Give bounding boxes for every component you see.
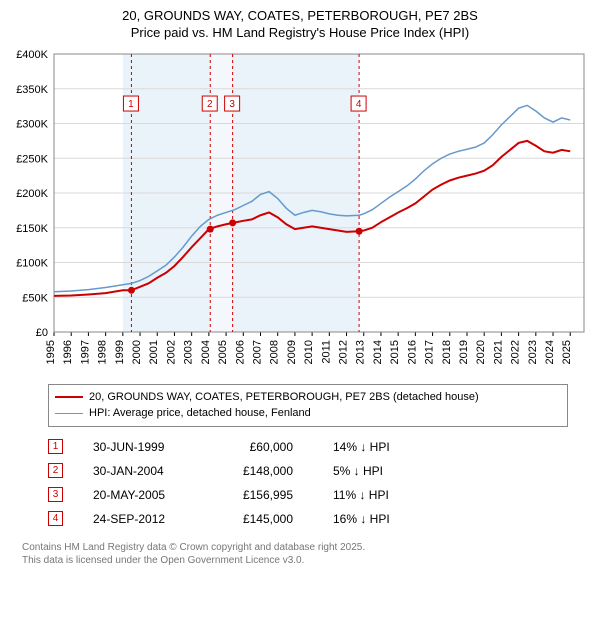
legend-label: 20, GROUNDS WAY, COATES, PETERBOROUGH, P… (89, 389, 479, 406)
svg-text:£150K: £150K (16, 223, 48, 235)
svg-text:2020: 2020 (475, 340, 487, 364)
svg-text:2012: 2012 (338, 340, 350, 364)
sales-row: 3 20-MAY-2005£156,99511% ↓ HPI (48, 483, 590, 507)
svg-text:£300K: £300K (16, 118, 48, 130)
svg-text:£100K: £100K (16, 257, 48, 269)
sale-date: 30-JUN-1999 (93, 440, 223, 454)
svg-text:2009: 2009 (286, 340, 298, 364)
svg-text:1995: 1995 (45, 340, 57, 364)
svg-text:2006: 2006 (234, 340, 246, 364)
svg-text:£250K: £250K (16, 153, 48, 165)
svg-text:1998: 1998 (97, 340, 109, 364)
svg-text:2017: 2017 (424, 340, 436, 364)
svg-text:1999: 1999 (114, 340, 126, 364)
svg-text:2: 2 (207, 99, 213, 110)
title-line1: 20, GROUNDS WAY, COATES, PETERBOROUGH, P… (10, 8, 590, 25)
sale-marker: 4 (48, 511, 63, 526)
sales-row: 4 24-SEP-2012£145,00016% ↓ HPI (48, 507, 590, 531)
legend-swatch (55, 396, 83, 398)
chart-area: £0 £50K £100K £150K £200K £250K £300K £350K £400… (10, 48, 590, 378)
svg-text:1997: 1997 (79, 340, 91, 364)
svg-text:2023: 2023 (527, 340, 539, 364)
svg-text:1: 1 (128, 99, 134, 110)
svg-text:2022: 2022 (510, 340, 522, 364)
svg-text:2015: 2015 (389, 340, 401, 364)
svg-text:2019: 2019 (458, 340, 470, 364)
sale-diff: 14% ↓ HPI (333, 440, 453, 454)
line-chart: £0 £50K £100K £150K £200K £250K £300K £350K £400… (10, 48, 590, 378)
svg-text:1996: 1996 (62, 340, 74, 364)
svg-text:2007: 2007 (251, 340, 263, 364)
svg-text:£200K: £200K (16, 188, 48, 200)
sale-price: £145,000 (223, 512, 333, 526)
legend-row: 20, GROUNDS WAY, COATES, PETERBOROUGH, P… (55, 389, 561, 406)
legend-label: HPI: Average price, detached house, Fenl… (89, 405, 311, 422)
svg-text:2010: 2010 (303, 340, 315, 364)
svg-text:3: 3 (229, 99, 235, 110)
svg-text:2000: 2000 (131, 340, 143, 364)
svg-text:2004: 2004 (200, 340, 212, 364)
svg-text:2002: 2002 (165, 340, 177, 364)
legend-row: HPI: Average price, detached house, Fenl… (55, 405, 561, 422)
svg-text:2008: 2008 (269, 340, 281, 364)
sale-price: £60,000 (223, 440, 333, 454)
sale-price: £156,995 (223, 488, 333, 502)
sale-date: 20-MAY-2005 (93, 488, 223, 502)
sale-date: 30-JAN-2004 (93, 464, 223, 478)
sale-date: 24-SEP-2012 (93, 512, 223, 526)
sale-diff: 11% ↓ HPI (333, 488, 453, 502)
svg-text:2003: 2003 (183, 340, 195, 364)
sales-table: 1 30-JUN-1999£60,00014% ↓ HPI 2 30-JAN-2004… (48, 435, 590, 531)
sale-marker: 1 (48, 439, 63, 454)
sale-marker: 2 (48, 463, 63, 478)
sale-marker: 3 (48, 487, 63, 502)
sale-price: £148,000 (223, 464, 333, 478)
svg-text:£350K: £350K (16, 84, 48, 96)
footer-line2: This data is licensed under the Open Gov… (22, 554, 590, 567)
chart-title: 20, GROUNDS WAY, COATES, PETERBOROUGH, P… (10, 8, 590, 42)
sales-row: 1 30-JUN-1999£60,00014% ↓ HPI (48, 435, 590, 459)
svg-text:2024: 2024 (544, 340, 556, 364)
legend-swatch (55, 413, 83, 415)
svg-text:2025: 2025 (561, 340, 573, 364)
svg-text:4: 4 (356, 99, 362, 110)
sales-row: 2 30-JAN-2004£148,0005% ↓ HPI (48, 459, 590, 483)
svg-text:£400K: £400K (16, 49, 48, 61)
footer-line1: Contains HM Land Registry data © Crown c… (22, 541, 590, 554)
svg-text:2005: 2005 (217, 340, 229, 364)
sale-diff: 5% ↓ HPI (333, 464, 453, 478)
sale-diff: 16% ↓ HPI (333, 512, 453, 526)
svg-text:2016: 2016 (406, 340, 418, 364)
svg-text:2011: 2011 (320, 340, 332, 364)
legend: 20, GROUNDS WAY, COATES, PETERBOROUGH, P… (48, 384, 568, 427)
svg-text:£50K: £50K (22, 292, 48, 304)
svg-text:2018: 2018 (441, 340, 453, 364)
svg-text:2014: 2014 (372, 340, 384, 364)
title-line2: Price paid vs. HM Land Registry's House … (10, 25, 590, 42)
svg-text:2001: 2001 (148, 340, 160, 364)
svg-text:£0: £0 (36, 327, 48, 339)
footer-attribution: Contains HM Land Registry data © Crown c… (22, 541, 590, 567)
svg-text:2021: 2021 (492, 340, 504, 364)
svg-text:2013: 2013 (355, 340, 367, 364)
